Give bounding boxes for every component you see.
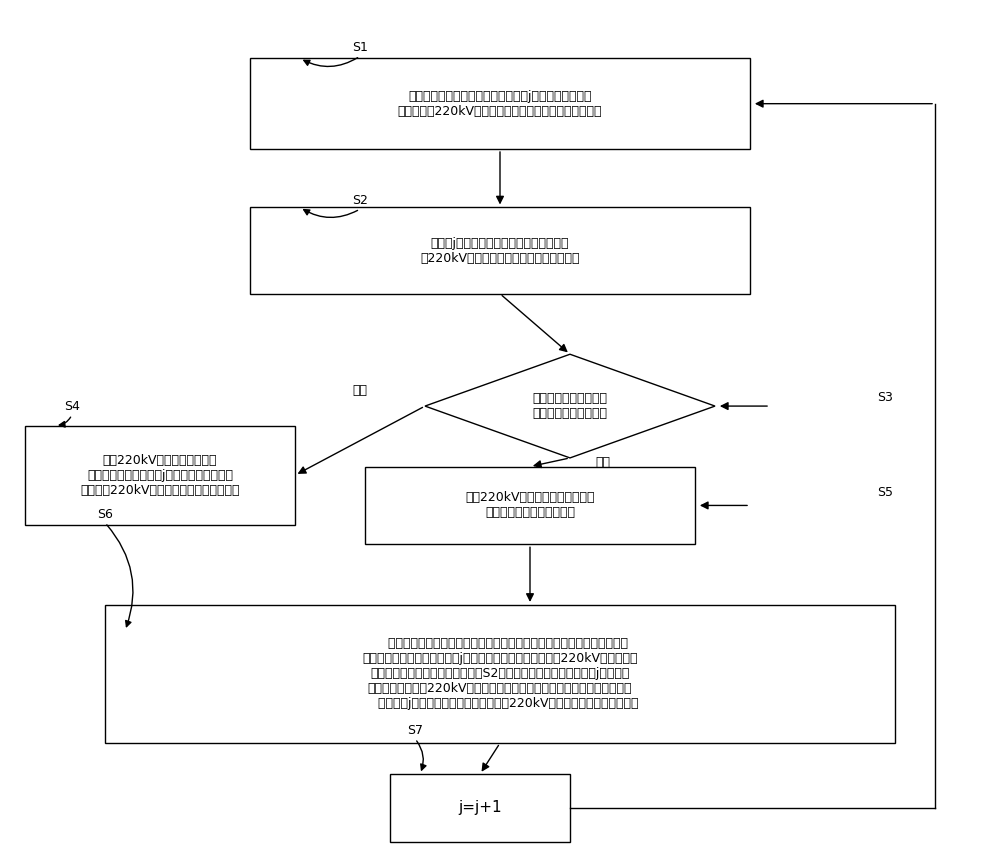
Text: 评估总电压调节能力是
否满足电压调节需求量: 评估总电压调节能力是 否满足电压调节需求量 <box>532 392 608 420</box>
Text: S1: S1 <box>352 41 368 54</box>
Text: S4: S4 <box>64 399 80 413</box>
Text: j=j+1: j=j+1 <box>458 800 502 816</box>
Text: 不足: 不足 <box>595 455 610 469</box>
Polygon shape <box>425 354 715 458</box>
Text: 计算220kV汇集变电站对应的省地
协调关口无功需求限值范围: 计算220kV汇集变电站对应的省地 协调关口无功需求限值范围 <box>465 492 595 519</box>
Text: 足够: 足够 <box>352 384 368 397</box>
Text: S7: S7 <box>407 723 423 737</box>
Bar <box>365 467 695 544</box>
Text: 利用220kV可再生能源场站的
电压调节能力来调节第j个可再生能源场站汇
集区域的220kV汇集变电站高压母线的电压: 利用220kV可再生能源场站的 电压调节能力来调节第j个可再生能源场站汇 集区域… <box>80 454 240 497</box>
Text: S3: S3 <box>877 391 893 404</box>
Bar <box>390 774 570 842</box>
Bar <box>250 59 750 149</box>
Text: S5: S5 <box>877 486 893 499</box>
Text: 在省调自动电压控制系统中，获取第j个可再生能源场站
汇集区域的220kV汇集变电站高压母线的电压调节需求量: 在省调自动电压控制系统中，获取第j个可再生能源场站 汇集区域的220kV汇集变电… <box>398 90 602 118</box>
Text: 计算第j个可再生能源场站汇集区域中全部
的220kV可再生能源场站的总电压调节能力: 计算第j个可再生能源场站汇集区域中全部 的220kV可再生能源场站的总电压调节能… <box>420 237 580 264</box>
Text: S6: S6 <box>97 507 113 521</box>
Text: 省调自动电压控制系统将限值范围下发到地调自动电压控制系统中，地调
自动电压控制系统通过控制第j个可再生能源场站汇集区域的220kV汇集变电站
内的无功设备，使得: 省调自动电压控制系统将限值范围下发到地调自动电压控制系统中，地调 自动电压控制系… <box>362 638 638 710</box>
Bar <box>105 605 895 743</box>
Bar <box>25 426 295 525</box>
Bar <box>250 207 750 294</box>
Text: S2: S2 <box>352 194 368 207</box>
